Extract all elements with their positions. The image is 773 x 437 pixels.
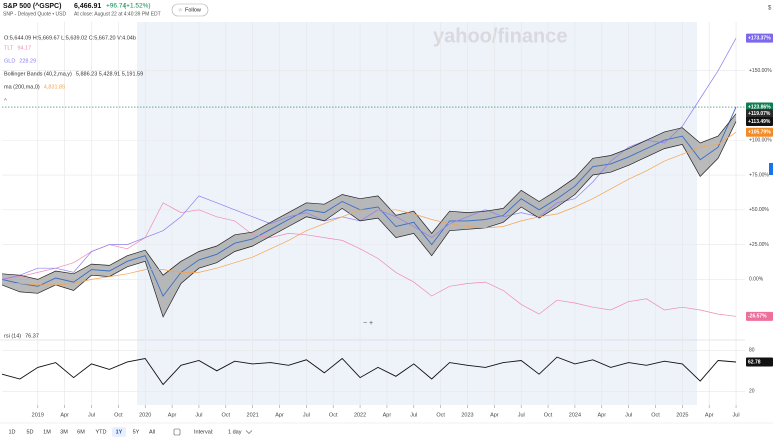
value-badge: [746, 357, 773, 367]
value-badge-label: +113.49%: [748, 119, 771, 125]
follow-button[interactable]: [171, 3, 209, 17]
legend-name: ma (200,ma,0): [4, 84, 40, 90]
series-line: [1, 38, 737, 280]
y-tick-label: +50.00%: [749, 207, 769, 213]
x-tick-label: Jul: [518, 412, 525, 418]
value-badge: [746, 127, 773, 137]
legend-value: 5,886.23 5,428.91 5,191.59: [76, 71, 143, 77]
y-tick-label: +25.00%: [749, 242, 769, 248]
y-tick-label: 0.00%: [749, 277, 764, 283]
range-button[interactable]: All: [149, 429, 155, 435]
range-button[interactable]: 5D: [26, 429, 33, 435]
exchange: SNP - Delayed Quote • USD: [3, 11, 66, 17]
y-tick-label: 20: [749, 389, 755, 395]
range-button[interactable]: 5Y: [133, 429, 140, 435]
legend-value: 76.37: [25, 333, 39, 339]
x-tick-label: Apr: [705, 412, 714, 418]
range-button[interactable]: 3M: [60, 429, 68, 435]
range-button[interactable]: 1Y: [116, 429, 123, 435]
status: At close: August 22 at 4:40:39 PM EDT: [74, 11, 161, 17]
side-tab[interactable]: [769, 163, 773, 175]
zoom-controls[interactable]: − +: [363, 320, 373, 327]
range-selected-bg: [112, 427, 126, 437]
x-tick-label: 2021: [247, 412, 259, 418]
value-badge-label: +105.79%: [748, 130, 771, 136]
price: 6,466.91: [74, 3, 101, 10]
legend-value: 228.29: [19, 58, 36, 64]
legend-name: GLD: [4, 58, 15, 64]
symbol: S&P 500 (^GSPC): [3, 2, 61, 10]
value-badge-label: -26.57%: [748, 314, 767, 320]
value-badge-label: +123.86%: [748, 104, 771, 110]
series-line: [1, 113, 737, 280]
interval-caret: [245, 430, 253, 434]
x-tick-label: Oct: [222, 412, 231, 418]
change: +96.74: [106, 3, 126, 10]
x-tick-label: Apr: [275, 412, 284, 418]
x-tick-label: Apr: [60, 412, 69, 418]
y-tick-label: +150.00%: [749, 68, 772, 74]
x-tick-label: Apr: [490, 412, 499, 418]
legend-name: Bollinger Bands (40,2,ma,y): [4, 71, 72, 77]
range-button[interactable]: YTD: [96, 429, 107, 435]
x-tick-label: Jul: [303, 412, 310, 418]
calendar-icon[interactable]: [173, 428, 181, 436]
series-line: [2, 131, 737, 286]
interval-value[interactable]: 1 day: [228, 429, 242, 435]
range-button[interactable]: 1M: [43, 429, 51, 435]
x-tick-label: Oct: [436, 412, 445, 418]
legend-name: rsi (14): [4, 333, 21, 339]
change-pct: (+1.52%): [124, 3, 151, 10]
value-badge: [746, 311, 773, 321]
value-badge: [746, 116, 773, 126]
legend-value: 4,831.85: [44, 84, 65, 90]
ohlc-info: O:5,644.09 H:5,669.67 L:5,639.02 C:5,667…: [4, 35, 136, 41]
currency-icon[interactable]: $: [768, 6, 772, 12]
x-tick-label: Apr: [383, 412, 392, 418]
x-tick-label: 2025: [676, 412, 688, 418]
x-tick-label: Apr: [597, 412, 606, 418]
x-tick-label: Oct: [651, 412, 660, 418]
highlight-region: [137, 22, 697, 405]
x-tick-label: Oct: [329, 412, 338, 418]
x-tick-label: Jul: [88, 412, 95, 418]
x-tick-label: Jul: [195, 412, 202, 418]
value-badge: [746, 33, 773, 43]
follow-label: Follow: [185, 7, 201, 13]
follow-star: ☆: [178, 7, 183, 13]
x-tick-label: 2022: [354, 412, 366, 418]
collapse-icon[interactable]: ^: [4, 99, 7, 105]
x-tick-label: Oct: [544, 412, 553, 418]
value-badge-label: 62.78: [748, 359, 761, 365]
legend-value: 94.17: [17, 45, 31, 51]
y-tick-label: +100.00%: [749, 138, 772, 144]
x-tick-label: 2020: [139, 412, 151, 418]
value-badge-label: +119.07%: [748, 111, 771, 117]
x-tick-label: Jul: [625, 412, 632, 418]
x-tick-label: Jul: [733, 412, 740, 418]
x-tick-label: 2019: [32, 412, 44, 418]
x-tick-label: Oct: [114, 412, 123, 418]
watermark: yahoo/finance: [433, 25, 567, 47]
x-tick-label: Jul: [410, 412, 417, 418]
series-line: [1, 356, 737, 386]
value-badge-label: +173.37%: [748, 36, 771, 42]
series-line: [1, 121, 737, 318]
y-tick-label: 80: [749, 348, 755, 354]
value-badge: [746, 109, 773, 119]
range-button[interactable]: 6M: [77, 429, 85, 435]
series-line: [1, 202, 737, 317]
x-tick-label: 2023: [461, 412, 473, 418]
series-line: [1, 106, 737, 297]
range-button[interactable]: 1D: [8, 429, 15, 435]
x-tick-label: 2024: [569, 412, 581, 418]
y-tick-label: +75.00%: [749, 172, 769, 178]
interval-label: Interval:: [194, 429, 214, 435]
x-tick-label: Apr: [168, 412, 177, 418]
legend-name: TLT: [4, 45, 14, 51]
